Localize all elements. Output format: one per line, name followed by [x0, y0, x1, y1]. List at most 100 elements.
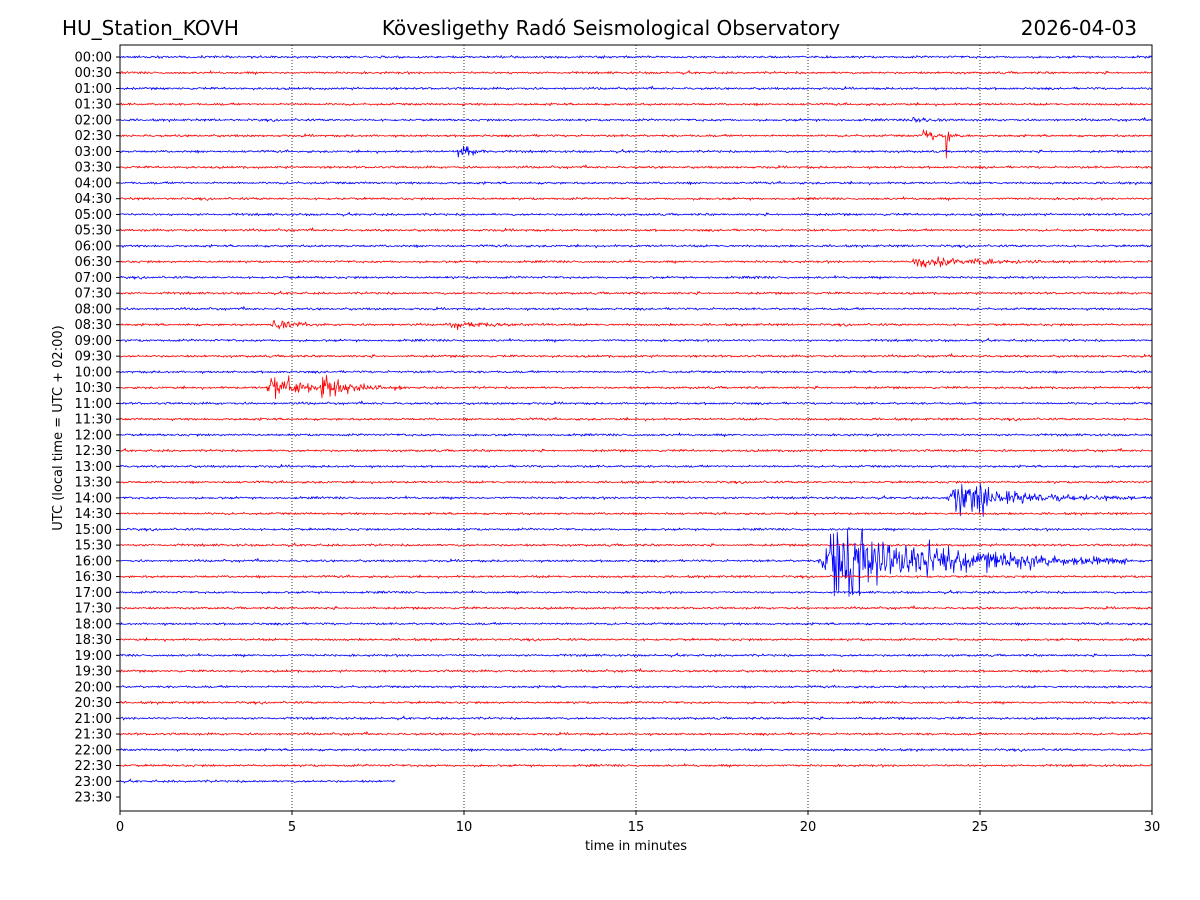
trace-0430 — [119, 196, 1153, 201]
trace-1230 — [119, 447, 1153, 453]
y-tick-label: 12:30 — [75, 444, 112, 459]
y-tick-label: 13:00 — [75, 460, 112, 475]
y-tick-label: 15:30 — [75, 539, 112, 554]
y-tick-label: 19:30 — [75, 665, 112, 680]
station-name: HU_Station_KOVH — [62, 16, 239, 40]
y-tick-label: 16:00 — [75, 554, 112, 569]
chart-title: Kövesligethy Radó Seismological Observat… — [382, 16, 840, 40]
y-tick-label: 21:00 — [75, 712, 112, 727]
y-tick-label: 18:30 — [75, 633, 112, 648]
traces — [119, 55, 1153, 784]
trace-1400 — [119, 483, 1153, 517]
trace-1900 — [119, 652, 1153, 658]
x-tick-label: 5 — [288, 820, 296, 835]
x-axis: 0 5 10 15 20 25 30 — [116, 811, 1160, 835]
y-tick-label: 07:30 — [75, 287, 112, 302]
x-axis-label: time in minutes — [585, 839, 687, 854]
trace-0400 — [119, 180, 1153, 186]
y-tick-label: 19:00 — [75, 649, 112, 664]
y-tick-label: 10:30 — [75, 381, 112, 396]
y-tick-label: 11:30 — [75, 413, 112, 428]
y-tick-label: 22:30 — [75, 759, 112, 774]
y-tick-label: 14:30 — [75, 507, 112, 522]
trace-0230 — [119, 129, 1153, 159]
y-tick-label: 16:30 — [75, 570, 112, 585]
y-tick-label: 22:00 — [75, 743, 112, 758]
trace-1200 — [119, 432, 1153, 438]
y-tick-label: 17:30 — [75, 602, 112, 617]
x-tick-label: 10 — [456, 820, 473, 835]
y-tick-label: 03:30 — [75, 161, 112, 176]
y-tick-label: 08:00 — [75, 302, 112, 317]
trace-1530 — [119, 542, 1153, 548]
trace-0730 — [119, 290, 1153, 296]
trace-0330 — [119, 164, 1153, 170]
trace-1700 — [119, 589, 1153, 595]
y-tick-label: 14:00 — [75, 491, 112, 506]
trace-1600 — [119, 527, 1153, 597]
y-tick-label: 12:00 — [75, 428, 112, 443]
trace-2000 — [119, 684, 1153, 690]
y-tick-label: 10:00 — [75, 365, 112, 380]
trace-2230 — [119, 763, 1153, 768]
y-tick-label: 05:30 — [75, 224, 112, 239]
trace-0130 — [119, 102, 1153, 107]
y-tick-label: 20:00 — [75, 680, 112, 695]
y-tick-label: 01:30 — [75, 98, 112, 113]
y-tick-label: 08:30 — [75, 318, 112, 333]
y-axis-label: UTC (local time = UTC + 02:00) — [51, 325, 66, 530]
y-tick-label: 20:30 — [75, 696, 112, 711]
y-tick-label: 06:00 — [75, 239, 112, 254]
trace-1130 — [119, 416, 1153, 422]
y-tick-label: 11:00 — [75, 397, 112, 412]
y-tick-label: 15:00 — [75, 523, 112, 538]
y-tick-label: 06:30 — [75, 255, 112, 270]
y-tick-label: 09:00 — [75, 334, 112, 349]
y-tick-label: 05:00 — [75, 208, 112, 223]
x-tick-label: 25 — [972, 820, 989, 835]
trace-2200 — [119, 747, 1153, 753]
trace-0200 — [119, 116, 1153, 123]
y-tick-label: 03:00 — [75, 145, 112, 160]
y-tick-label: 13:30 — [75, 476, 112, 491]
trace-1000 — [119, 369, 1152, 375]
trace-1500 — [119, 527, 1153, 532]
x-tick-label: 0 — [116, 820, 124, 835]
trace-2030 — [119, 700, 1153, 705]
trace-0830 — [119, 319, 1153, 331]
trace-2100 — [119, 715, 1153, 721]
grid-lines — [291, 45, 981, 811]
trace-0930 — [119, 353, 1153, 359]
trace-0000 — [119, 55, 1153, 59]
trace-1330 — [119, 479, 1153, 485]
trace-1830 — [119, 637, 1152, 642]
y-tick-label: 02:00 — [75, 113, 112, 128]
x-tick-label: 30 — [1144, 820, 1161, 835]
x-tick-label: 20 — [800, 820, 817, 835]
trace-1430 — [119, 511, 1153, 516]
trace-1100 — [119, 400, 1153, 406]
y-tick-label: 23:30 — [75, 791, 112, 806]
trace-2130 — [119, 731, 1153, 737]
y-tick-label: 21:30 — [75, 728, 112, 743]
trace-0700 — [119, 275, 1153, 280]
y-tick-label: 02:30 — [75, 129, 112, 144]
chart-date: 2026-04-03 — [1021, 16, 1137, 40]
y-tick-label: 18:00 — [75, 617, 112, 632]
trace-2300 — [119, 778, 396, 784]
y-tick-label: 00:00 — [75, 51, 112, 66]
y-tick-label: 23:00 — [75, 775, 112, 790]
y-axis: 00:0000:3001:0001:3002:0002:3003:0003:30… — [75, 51, 120, 806]
y-tick-label: 09:30 — [75, 350, 112, 365]
y-tick-label: 04:00 — [75, 176, 112, 191]
trace-0630 — [119, 256, 1153, 268]
trace-1300 — [119, 463, 1153, 469]
trace-0100 — [120, 85, 1153, 91]
trace-0030 — [119, 70, 1153, 75]
trace-1730 — [119, 605, 1152, 610]
trace-0900 — [119, 337, 1153, 343]
trace-1930 — [119, 668, 1153, 674]
trace-0500 — [119, 211, 1153, 217]
trace-1030 — [119, 374, 1153, 400]
